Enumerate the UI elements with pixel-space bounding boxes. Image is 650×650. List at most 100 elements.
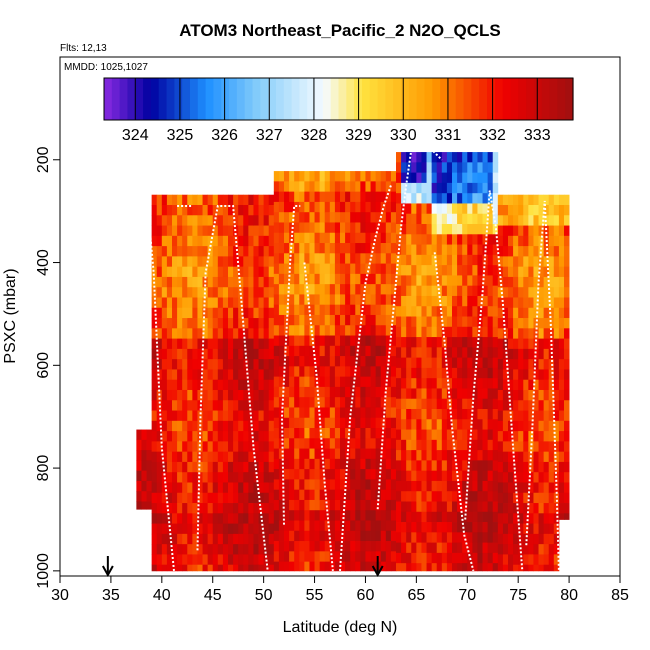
heatmap-cell: [329, 530, 336, 542]
heatmap-cell: [431, 152, 438, 163]
heatmap-cell: [161, 287, 168, 298]
heatmap-cell: [457, 182, 463, 194]
heatmap-cell: [253, 503, 259, 514]
heatmap-cell: [411, 326, 417, 338]
heatmap-cell: [314, 448, 321, 460]
heatmap-cell: [212, 461, 219, 473]
heatmap-cell: [543, 338, 550, 350]
heatmap-cell: [477, 203, 483, 215]
heatmap-cell: [482, 408, 489, 420]
heatmap-cell: [238, 564, 244, 572]
heatmap-cell: [222, 420, 229, 432]
heatmap-cell: [222, 379, 229, 391]
heatmap-cell: [462, 295, 468, 307]
heatmap-cell: [360, 551, 366, 563]
heatmap-cell: [426, 162, 433, 174]
heatmap-cell: [360, 458, 366, 470]
heatmap-cell: [508, 287, 514, 298]
heatmap-cell: [472, 203, 478, 215]
heatmap-cell: [360, 510, 366, 521]
heatmap-cell: [385, 448, 392, 460]
heatmap-cell: [324, 448, 331, 460]
heatmap-cell: [426, 450, 433, 461]
heatmap-cell: [508, 472, 514, 483]
x-axis-label: Latitude (deg N): [283, 619, 398, 636]
heatmap-cell: [187, 297, 193, 309]
heatmap-cell: [228, 544, 234, 555]
heatmap-cell: [202, 554, 209, 566]
heatmap-cell: [370, 551, 377, 563]
heatmap-cell: [156, 359, 163, 370]
heatmap-cell: [151, 246, 158, 257]
heatmap-cell: [294, 541, 300, 552]
heatmap-cell: [558, 359, 565, 370]
heatmap-cell: [314, 438, 321, 449]
heatmap-cell: [248, 369, 254, 381]
heatmap-cell: [401, 152, 407, 163]
heatmap-cell: [192, 359, 198, 370]
heatmap-cell: [482, 419, 489, 430]
heatmap-cell: [492, 193, 499, 204]
heatmap-cell: [508, 369, 514, 381]
heatmap-cell: [431, 172, 438, 184]
heatmap-cell: [421, 480, 427, 492]
heatmap-cell: [238, 554, 244, 566]
heatmap-cell: [299, 530, 305, 542]
heatmap-cell: [462, 542, 468, 554]
heatmap-cell: [273, 479, 280, 491]
heatmap-cell: [197, 564, 203, 572]
heatmap-cell: [446, 306, 453, 317]
heatmap-cell: [426, 480, 433, 492]
heatmap-cell: [467, 316, 473, 328]
heatmap-cell: [268, 225, 275, 237]
heatmap-cell: [278, 191, 285, 203]
heatmap-cell: [446, 439, 453, 451]
arrow-markers: [101, 556, 384, 578]
heatmap-cell: [553, 266, 560, 278]
heatmap-cell: [457, 265, 463, 276]
heatmap-cell: [360, 345, 366, 357]
heatmap-cell: [406, 275, 412, 287]
chart-title: ATOM3 Northeast_Pacific_2 N2O_QCLS: [179, 21, 501, 40]
heatmap-cell: [396, 326, 402, 338]
heatmap-cell: [558, 369, 565, 381]
heatmap-cell: [472, 285, 478, 297]
heatmap-cell: [411, 295, 417, 307]
heatmap-cell: [268, 472, 275, 483]
heatmap-cell: [365, 294, 371, 306]
heatmap-cell: [380, 345, 387, 357]
heatmap-cell: [177, 246, 183, 257]
heatmap-cell: [151, 564, 158, 572]
heatmap-cell: [406, 172, 412, 184]
heatmap-cell: [477, 172, 483, 184]
heatmap-cell: [380, 397, 387, 408]
heatmap-cell: [314, 345, 321, 357]
heatmap-cell: [426, 419, 433, 430]
heatmap-cell: [441, 419, 448, 430]
heatmap-cell: [192, 420, 198, 432]
heatmap-cell: [385, 438, 392, 449]
heatmap-cell: [284, 397, 290, 408]
heatmap-cell: [436, 203, 443, 215]
heatmap-cell: [482, 501, 489, 513]
heatmap-cell: [508, 533, 514, 545]
heatmap-cell: [528, 379, 534, 391]
heatmap-cell: [548, 287, 555, 298]
heatmap-cell: [228, 523, 234, 535]
heatmap-cell: [258, 318, 265, 329]
heatmap-cell: [385, 469, 392, 480]
heatmap-cell: [228, 482, 234, 494]
heatmap-cell: [436, 460, 443, 472]
heatmap-cell: [431, 275, 438, 287]
heatmap-cell: [314, 325, 321, 336]
heatmap-cell: [401, 285, 407, 297]
heatmap-cell: [350, 499, 356, 511]
heatmap-cell: [518, 297, 524, 309]
heatmap-cell: [248, 513, 254, 524]
heatmap-cell: [350, 541, 356, 552]
heatmap-cell: [492, 429, 499, 441]
heatmap-cell: [426, 439, 433, 451]
heatmap-cell: [350, 304, 356, 316]
heatmap-cell: [161, 389, 168, 401]
heatmap-cell: [462, 234, 468, 245]
